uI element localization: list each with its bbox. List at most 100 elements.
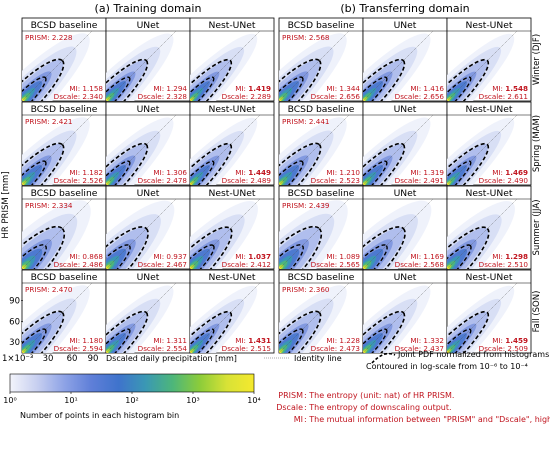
- panel-0-3-0: BCSD baseline PRISM: 2.470 MI: 1.180Dscale…: [21, 269, 107, 354]
- method-title: BCSD baseline: [31, 20, 98, 31]
- y-tick-label: 60: [9, 318, 20, 328]
- contour-inner: [190, 76, 215, 101]
- method-title: BCSD baseline: [288, 20, 355, 31]
- contour-inner: [447, 244, 472, 269]
- contour-inner: [279, 244, 304, 269]
- dscale-value: Dscale: 2.490: [479, 176, 529, 185]
- domain-title-training: (a) Training domain: [95, 2, 202, 15]
- dscale-value: Dscale: 2.656: [311, 92, 361, 101]
- contour-inner: [106, 160, 131, 185]
- mi-value: MI: 1.332: [410, 336, 444, 345]
- method-title: BCSD baseline: [288, 104, 355, 115]
- mi-value: MI: 1.344: [326, 84, 360, 93]
- mi-value: MI: 1.158: [69, 84, 103, 93]
- contour-outer: [279, 225, 323, 269]
- contour-outer: [447, 58, 490, 101]
- mi-value: MI: 1.298: [492, 252, 528, 261]
- method-title: Nest-UNet: [465, 104, 512, 115]
- x-axis-label: Dscaled daily precipitation [mm]: [106, 354, 237, 363]
- x-tick-label: 90: [88, 354, 99, 364]
- dscale-value: Dscale: 2.340: [54, 92, 104, 101]
- x-tick-label: 30: [43, 354, 54, 364]
- contour-legend-line2: Contoured in log-scale from 10⁻⁶ to 10⁻⁴: [366, 362, 528, 371]
- contour-outer: [106, 226, 149, 269]
- dscale-value: Dscale: 2.526: [54, 176, 104, 185]
- mi-value: MI: 1.311: [153, 336, 187, 345]
- method-title: UNet: [394, 104, 417, 115]
- contour-outer: [447, 310, 490, 353]
- panel-1-0-0: BCSD baseline PRISM: 2.568 MI: 1.344Dscale…: [278, 17, 364, 102]
- y-axis-label: HR PRISM [mm]: [1, 171, 11, 238]
- contour-inner: [106, 244, 131, 269]
- contour-outer: [22, 142, 65, 185]
- method-title: Nest-UNet: [208, 104, 255, 115]
- contour-inner: [190, 244, 215, 269]
- dscale-value: Dscale: 2.437: [395, 344, 444, 353]
- mi-value: MI: 1.431: [235, 336, 271, 345]
- method-title: Nest-UNet: [208, 272, 255, 283]
- season-label: Winter (DJF): [532, 34, 542, 85]
- method-title: UNet: [394, 272, 417, 283]
- note-text: : The entropy (unit: nat) of HR PRISM.: [304, 391, 454, 400]
- mi-value: MI: 1.416: [410, 84, 444, 93]
- contour-inner: [279, 76, 304, 101]
- domain-title-transferring: (b) Transferring domain: [340, 2, 469, 15]
- identity-legend-label: Identity line: [294, 354, 342, 363]
- mi-value: MI: 1.419: [235, 84, 271, 93]
- contour-inner: [363, 244, 388, 269]
- contour-inner: [22, 76, 47, 101]
- dscale-value: Dscale: 2.467: [138, 260, 187, 269]
- method-title: Nest-UNet: [208, 188, 255, 199]
- contour-outer: [363, 310, 406, 353]
- dscale-value: Dscale: 2.473: [311, 344, 360, 353]
- colorbar-label: Number of points in each histogram bin: [20, 411, 179, 420]
- prism-entropy-value: PRISM: 2.421: [25, 117, 73, 126]
- contour-outer: [106, 142, 149, 185]
- mi-value: MI: 1.210: [326, 168, 360, 177]
- panel-1-1-0: BCSD baseline PRISM: 2.441 MI: 1.210Dscale…: [278, 101, 364, 186]
- colorbar-tick-label: 10¹: [64, 396, 77, 405]
- dscale-value: Dscale: 2.656: [395, 92, 445, 101]
- mi-value: MI: 1.548: [492, 84, 528, 93]
- mi-value: MI: 1.182: [69, 168, 103, 177]
- prism-entropy-value: PRISM: 2.228: [25, 33, 73, 42]
- prism-entropy-value: PRISM: 2.441: [282, 117, 330, 126]
- dscale-value: Dscale: 2.509: [479, 344, 529, 353]
- contour-inner: [279, 160, 304, 185]
- contour-inner: [279, 328, 304, 353]
- contour-outer: [363, 226, 406, 269]
- contour-inner: [447, 160, 472, 185]
- method-title: Nest-UNet: [465, 272, 512, 283]
- contour-outer: [190, 226, 233, 269]
- prism-entropy-value: PRISM: 2.334: [25, 201, 73, 210]
- contour-inner: [106, 76, 131, 101]
- method-title: UNet: [394, 20, 417, 31]
- contour-sample: [371, 352, 396, 364]
- contour-inner: [190, 160, 215, 185]
- method-title: UNet: [137, 20, 160, 31]
- dscale-value: Dscale: 2.289: [222, 92, 272, 101]
- contour-outer: [106, 310, 149, 353]
- colorbar-tick-label: 10³: [186, 396, 199, 405]
- note-key: MI: [294, 415, 303, 424]
- axis-scale-note: 1×10⁻³: [2, 354, 33, 364]
- dscale-value: Dscale: 2.568: [395, 260, 445, 269]
- contour-outer: [22, 58, 65, 101]
- dscale-value: Dscale: 2.486: [54, 260, 104, 269]
- contour-inner: [22, 244, 47, 269]
- y-tick-label: 30: [9, 338, 20, 348]
- method-title: BCSD baseline: [31, 188, 98, 199]
- dscale-value: Dscale: 2.478: [138, 176, 188, 185]
- contour-outer: [447, 142, 490, 185]
- dscale-value: Dscale: 2.594: [54, 344, 104, 353]
- dscale-value: Dscale: 2.489: [222, 176, 272, 185]
